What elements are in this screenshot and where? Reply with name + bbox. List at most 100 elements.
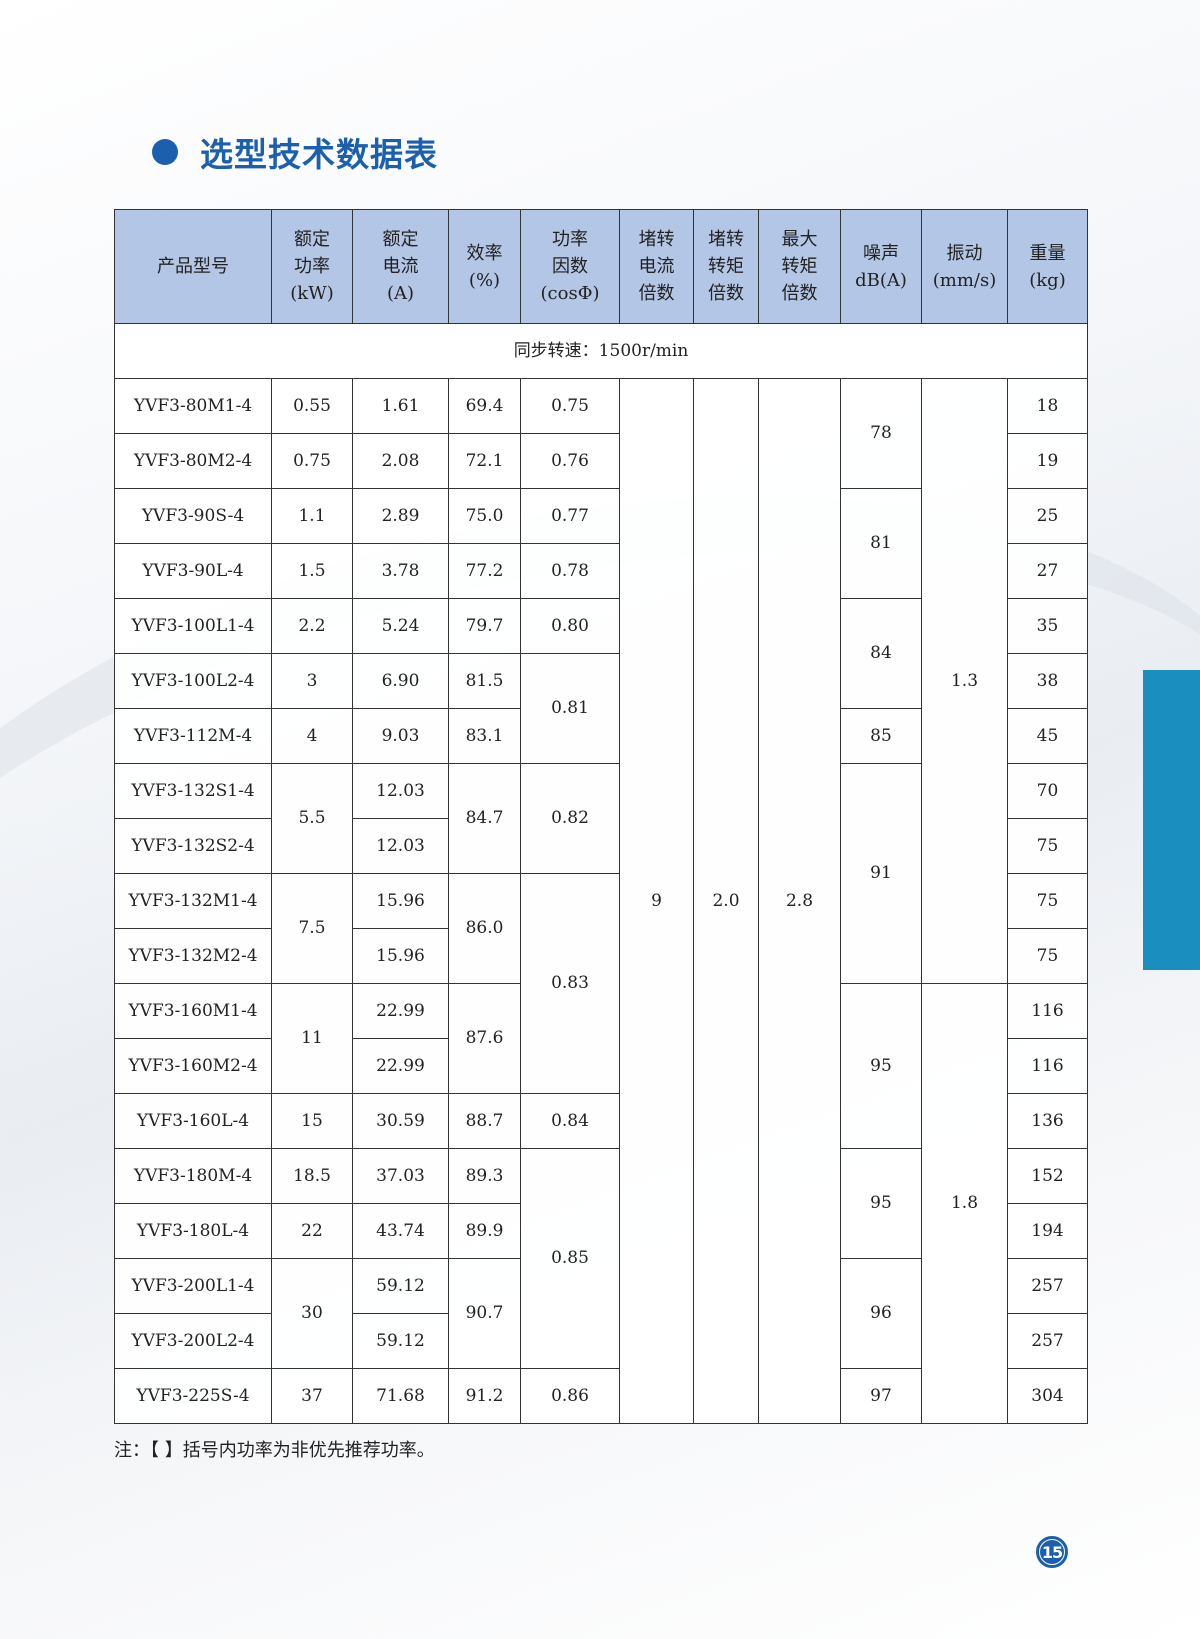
table-row: YVF3-100L2-4 3 6.90 81.5 0.81 38 (114, 653, 1088, 764)
table-cell: 0.83 (520, 873, 620, 1094)
table-cell: 3 (271, 653, 353, 709)
table-cell: 0.84 (520, 1093, 620, 1149)
table-cell: 27 (1007, 543, 1088, 599)
section-title: 选型技术数据表 (152, 128, 438, 176)
model-cell: YVF3-132M1-4 (114, 873, 272, 929)
table-cell: 116 (1007, 983, 1088, 1039)
model-cell: YVF3-90S-4 (114, 488, 272, 544)
table-cell: 45 (1007, 708, 1088, 764)
table-cell: 43.74 (352, 1203, 449, 1259)
model-cell: YVF3-100L2-4 (114, 653, 272, 709)
table-cell: 1.5 (271, 543, 353, 599)
table-cell: 18.5 (271, 1148, 353, 1204)
table-row: YVF3-225S-4 37 71.68 91.2 0.86 97 304 (114, 1368, 1088, 1424)
column-header: 功率 因数 (cosΦ) (520, 209, 620, 324)
table-cell: 91.2 (448, 1368, 521, 1424)
table-cell: 37.03 (352, 1148, 449, 1204)
table-cell: 1.3 (921, 378, 1008, 984)
table-cell: 2.2 (271, 598, 353, 654)
table-cell: 0.82 (520, 763, 620, 874)
table-header-row: 产品型号 额定 功率 (kW) 额定 电流 (A) 效率 (%) 功率 因数 (cosΦ… (114, 209, 1088, 324)
model-cell: YVF3-160M1-4 (114, 983, 272, 1039)
table-row: YVF3-132M1-4 7.5 15.96 86.0 0.83 75 (114, 873, 1088, 1094)
table-cell: 0.80 (520, 598, 620, 654)
table-row: YVF3-132S2-4 12.03 75 (114, 818, 1088, 874)
table-cell: 75.0 (448, 488, 521, 544)
table-cell: 19 (1007, 433, 1088, 489)
table-cell: 15.96 (352, 873, 449, 929)
table-row: YVF3-90L-4 1.5 3.78 77.2 0.78 27 (114, 543, 1088, 599)
table-cell: 2.0 (693, 378, 759, 1424)
table-cell: 89.9 (448, 1203, 521, 1259)
table-row: YVF3-160M2-4 22.99 116 (114, 1038, 1088, 1094)
model-cell: YVF3-80M1-4 (114, 378, 272, 434)
model-cell: YVF3-200L1-4 (114, 1258, 272, 1314)
table-row: YVF3-100L1-4 2.2 5.24 79.7 0.80 84 35 (114, 598, 1088, 709)
model-cell: YVF3-132S2-4 (114, 818, 272, 874)
table-cell: 0.85 (520, 1148, 620, 1369)
footnote: 注：【 】括号内功率为非优先推荐功率。 (114, 1440, 435, 1461)
table-cell: 5.24 (352, 598, 449, 654)
table-cell: 35 (1007, 598, 1088, 654)
table-cell: 1.1 (271, 488, 353, 544)
model-cell: YVF3-112M-4 (114, 708, 272, 764)
table-cell: 89.3 (448, 1148, 521, 1204)
table-cell: 22.99 (352, 1038, 449, 1094)
table-cell: 84 (840, 598, 922, 709)
table-cell: 3.78 (352, 543, 449, 599)
column-header: 重量 (kg) (1007, 209, 1088, 324)
table-cell: 59.12 (352, 1313, 449, 1369)
page-number: 15 (1036, 1536, 1068, 1568)
table-cell: 85 (840, 708, 922, 764)
table-cell: 0.75 (271, 433, 353, 489)
column-header: 噪声 dB(A) (840, 209, 922, 324)
table-cell: 22.99 (352, 983, 449, 1039)
model-cell: YVF3-180L-4 (114, 1203, 272, 1259)
side-tab (1143, 670, 1200, 970)
table-cell: 0.75 (520, 378, 620, 434)
table-cell: 30 (271, 1258, 353, 1369)
table-cell: 84.7 (448, 763, 521, 874)
model-cell: YVF3-90L-4 (114, 543, 272, 599)
table-row: YVF3-80M2-4 0.75 2.08 72.1 0.76 19 (114, 433, 1088, 489)
table-cell: 1.8 (921, 983, 1008, 1424)
table-cell: 257 (1007, 1258, 1088, 1314)
table-cell: 11 (271, 983, 353, 1094)
table-cell: 15 (271, 1093, 353, 1149)
column-header: 效率 (%) (448, 209, 521, 324)
table-cell: 0.55 (271, 378, 353, 434)
table-cell: 97 (840, 1368, 922, 1424)
model-cell: YVF3-100L1-4 (114, 598, 272, 654)
bullet-dot-icon (152, 139, 178, 165)
table-cell: 37 (271, 1368, 353, 1424)
table-cell: 12.03 (352, 818, 449, 874)
table-cell: 12.03 (352, 763, 449, 819)
column-header: 额定 功率 (kW) (271, 209, 353, 324)
table-cell: 38 (1007, 653, 1088, 709)
table-cell: 194 (1007, 1203, 1088, 1259)
table-cell: 78 (840, 378, 922, 489)
table-cell: 96 (840, 1258, 922, 1369)
table-row: YVF3-180L-4 22 43.74 89.9 194 (114, 1203, 1088, 1259)
model-cell: YVF3-160L-4 (114, 1093, 272, 1149)
table-cell: 0.77 (520, 488, 620, 544)
table-row: YVF3-160L-4 15 30.59 88.7 0.84 136 (114, 1093, 1088, 1149)
column-header: 最大 转矩 倍数 (758, 209, 841, 324)
table-cell: 2.08 (352, 433, 449, 489)
spec-table: 产品型号 额定 功率 (kW) 额定 电流 (A) 效率 (%) 功率 因数 (cosΦ… (114, 209, 1088, 1424)
table-cell: 87.6 (448, 983, 521, 1094)
table-cell: 79.7 (448, 598, 521, 654)
table-cell: 9.03 (352, 708, 449, 764)
table-row: YVF3-200L1-4 30 59.12 90.7 96 257 (114, 1258, 1088, 1369)
model-cell: YVF3-80M2-4 (114, 433, 272, 489)
page-title: 选型技术数据表 (200, 135, 438, 174)
model-cell: YVF3-160M2-4 (114, 1038, 272, 1094)
table-cell: 95 (840, 983, 922, 1149)
table-cell: 91 (840, 763, 922, 984)
table-cell: 15.96 (352, 928, 449, 984)
model-cell: YVF3-132S1-4 (114, 763, 272, 819)
column-header: 堵转 电流 倍数 (619, 209, 694, 324)
table-cell: 136 (1007, 1093, 1088, 1149)
table-cell: 95 (840, 1148, 922, 1259)
table-cell: 59.12 (352, 1258, 449, 1314)
